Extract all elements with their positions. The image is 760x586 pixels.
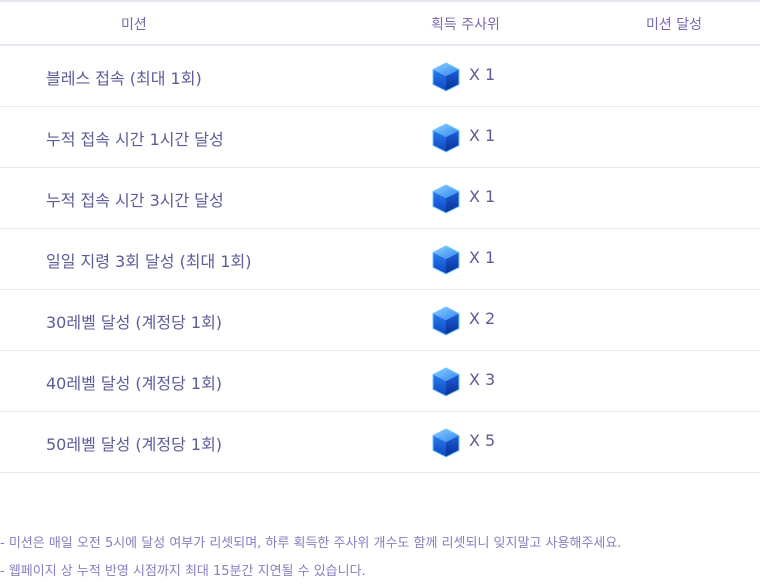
table-row: 50레벨 달성 (계정당 1회) X 5 bbox=[0, 412, 760, 473]
blue-cube-icon bbox=[432, 123, 460, 153]
header-achieve: 미션 달성 bbox=[646, 17, 702, 33]
mission-title: 30레벨 달성 (계정당 1회) bbox=[46, 313, 223, 332]
dice-quantity: X 3 bbox=[469, 370, 496, 389]
dice-quantity: X 5 bbox=[469, 431, 496, 450]
table-row: 40레벨 달성 (계정당 1회) X 3 bbox=[0, 351, 760, 412]
blue-cube-icon bbox=[432, 62, 460, 92]
mission-title: 40레벨 달성 (계정당 1회) bbox=[46, 374, 223, 393]
mission-title: 50레벨 달성 (계정당 1회) bbox=[46, 435, 223, 454]
mission-title: 누적 접속 시간 1시간 달성 bbox=[46, 130, 224, 149]
header-mission: 미션 bbox=[121, 17, 147, 33]
table-row: 누적 접속 시간 3시간 달성 X 1 bbox=[0, 168, 760, 229]
table-top-border bbox=[0, 0, 760, 2]
table-row: 일일 지령 3회 달성 (최대 1회) X 1 bbox=[0, 229, 760, 290]
table-row: 블레스 접속 (최대 1회) X 1 bbox=[0, 46, 760, 107]
table-row: 누적 접속 시간 1시간 달성 X 1 bbox=[0, 107, 760, 168]
mission-title: 블레스 접속 (최대 1회) bbox=[46, 69, 202, 88]
table-row: 30레벨 달성 (계정당 1회) X 2 bbox=[0, 290, 760, 351]
notice-delay: - 웹페이지 상 누적 반영 시점까지 최대 15분간 지연될 수 있습니다. bbox=[0, 564, 366, 579]
mission-title: 누적 접속 시간 3시간 달성 bbox=[46, 191, 224, 210]
table-header: 미션 획득 주사위 미션 달성 bbox=[0, 2, 760, 46]
dice-quantity: X 2 bbox=[469, 309, 496, 328]
dice-quantity: X 1 bbox=[469, 187, 496, 206]
mission-table: 미션 획득 주사위 미션 달성 블레스 접속 (최대 1회) X 1 누적 접속… bbox=[0, 0, 760, 473]
blue-cube-icon bbox=[432, 367, 460, 397]
dice-quantity: X 1 bbox=[469, 248, 496, 267]
dice-quantity: X 1 bbox=[469, 126, 496, 145]
blue-cube-icon bbox=[432, 306, 460, 336]
blue-cube-icon bbox=[432, 428, 460, 458]
dice-quantity: X 1 bbox=[469, 65, 496, 84]
blue-cube-icon bbox=[432, 245, 460, 275]
notice-reset: - 미션은 매일 오전 5시에 달성 여부가 리셋되며, 하루 획득한 주사위 … bbox=[0, 536, 622, 551]
notice-list: - 미션은 매일 오전 5시에 달성 여부가 리셋되며, 하루 획득한 주사위 … bbox=[0, 530, 621, 586]
header-dice: 획득 주사위 bbox=[431, 17, 500, 33]
blue-cube-icon bbox=[432, 184, 460, 214]
mission-title: 일일 지령 3회 달성 (최대 1회) bbox=[46, 252, 252, 271]
